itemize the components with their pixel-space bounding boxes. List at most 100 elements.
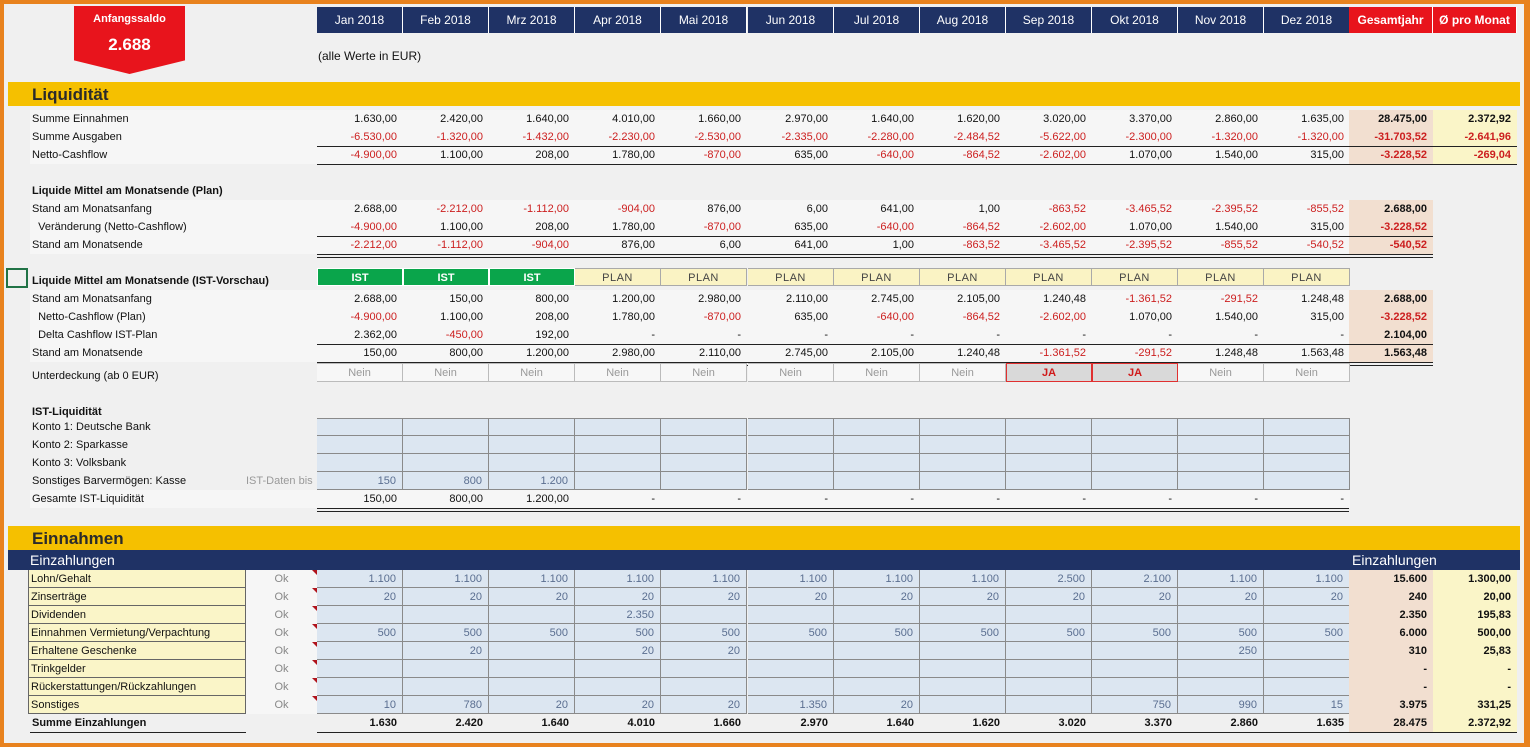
amount-input[interactable] xyxy=(834,678,920,696)
account-input[interactable] xyxy=(403,418,489,436)
amount-input[interactable] xyxy=(920,696,1006,714)
amount-input[interactable] xyxy=(489,678,575,696)
amount-input[interactable]: 1.350 xyxy=(748,696,834,714)
amount-input[interactable]: 1.100 xyxy=(1178,570,1264,588)
amount-input[interactable] xyxy=(1006,678,1092,696)
amount-input[interactable]: 1.100 xyxy=(575,570,661,588)
amount-input[interactable]: 20 xyxy=(661,588,747,606)
amount-input[interactable] xyxy=(920,642,1006,660)
account-input[interactable] xyxy=(1092,454,1178,472)
amount-input[interactable]: 2.100 xyxy=(1092,570,1178,588)
amount-input[interactable] xyxy=(489,606,575,624)
amount-input[interactable] xyxy=(403,660,489,678)
account-input[interactable] xyxy=(489,454,575,472)
account-input[interactable] xyxy=(317,454,403,472)
amount-input[interactable]: 1.100 xyxy=(403,570,489,588)
amount-input[interactable]: 1.100 xyxy=(317,570,403,588)
account-input[interactable] xyxy=(661,418,747,436)
account-input[interactable] xyxy=(575,436,661,454)
amount-input[interactable]: 20 xyxy=(1178,588,1264,606)
account-input[interactable] xyxy=(1264,436,1350,454)
account-input[interactable] xyxy=(1178,418,1264,436)
account-input[interactable] xyxy=(403,436,489,454)
amount-input[interactable]: 20 xyxy=(661,642,747,660)
amount-input[interactable]: 990 xyxy=(1178,696,1264,714)
amount-input[interactable] xyxy=(1178,660,1264,678)
amount-input[interactable]: 2.500 xyxy=(1006,570,1092,588)
account-input[interactable]: 800 xyxy=(403,472,489,490)
amount-input[interactable] xyxy=(317,660,403,678)
account-input[interactable] xyxy=(748,418,834,436)
amount-input[interactable] xyxy=(575,660,661,678)
amount-input[interactable]: 10 xyxy=(317,696,403,714)
amount-input[interactable]: 20 xyxy=(489,696,575,714)
amount-input[interactable]: 20 xyxy=(661,696,747,714)
amount-input[interactable] xyxy=(1092,660,1178,678)
account-input[interactable] xyxy=(1092,436,1178,454)
account-input[interactable] xyxy=(661,436,747,454)
amount-input[interactable] xyxy=(403,606,489,624)
account-input[interactable] xyxy=(1264,472,1350,490)
amount-input[interactable] xyxy=(834,660,920,678)
amount-input[interactable]: 500 xyxy=(1178,624,1264,642)
amount-input[interactable]: 1.100 xyxy=(661,570,747,588)
account-input[interactable] xyxy=(1006,418,1092,436)
amount-input[interactable]: 1.100 xyxy=(1264,570,1350,588)
amount-input[interactable] xyxy=(575,678,661,696)
account-input[interactable]: 150 xyxy=(317,472,403,490)
amount-input[interactable]: 1.100 xyxy=(748,570,834,588)
account-input[interactable] xyxy=(575,472,661,490)
amount-input[interactable]: 20 xyxy=(834,696,920,714)
account-input[interactable] xyxy=(1264,454,1350,472)
amount-input[interactable]: 500 xyxy=(920,624,1006,642)
amount-input[interactable] xyxy=(748,660,834,678)
amount-input[interactable]: 750 xyxy=(1092,696,1178,714)
amount-input[interactable]: 500 xyxy=(1264,624,1350,642)
amount-input[interactable] xyxy=(920,606,1006,624)
account-input[interactable] xyxy=(661,472,747,490)
amount-input[interactable]: 500 xyxy=(575,624,661,642)
amount-input[interactable] xyxy=(1092,678,1178,696)
account-input[interactable] xyxy=(1006,454,1092,472)
amount-input[interactable] xyxy=(317,642,403,660)
amount-input[interactable]: 780 xyxy=(403,696,489,714)
amount-input[interactable] xyxy=(1006,696,1092,714)
amount-input[interactable] xyxy=(748,606,834,624)
amount-input[interactable]: 20 xyxy=(920,588,1006,606)
amount-input[interactable] xyxy=(1264,678,1350,696)
account-input[interactable] xyxy=(1178,454,1264,472)
amount-input[interactable] xyxy=(834,606,920,624)
amount-input[interactable] xyxy=(834,642,920,660)
amount-input[interactable]: 20 xyxy=(575,642,661,660)
account-input[interactable] xyxy=(317,436,403,454)
account-input[interactable] xyxy=(489,418,575,436)
account-input[interactable] xyxy=(920,418,1006,436)
amount-input[interactable] xyxy=(317,606,403,624)
amount-input[interactable]: 15 xyxy=(1264,696,1350,714)
account-input[interactable] xyxy=(1006,472,1092,490)
amount-input[interactable]: 20 xyxy=(575,588,661,606)
amount-input[interactable]: 500 xyxy=(748,624,834,642)
amount-input[interactable] xyxy=(1006,660,1092,678)
amount-input[interactable] xyxy=(661,606,747,624)
amount-input[interactable] xyxy=(1006,642,1092,660)
account-input[interactable] xyxy=(920,436,1006,454)
amount-input[interactable]: 2.350 xyxy=(575,606,661,624)
amount-input[interactable] xyxy=(1178,606,1264,624)
amount-input[interactable]: 1.100 xyxy=(834,570,920,588)
account-input[interactable] xyxy=(1092,472,1178,490)
account-input[interactable] xyxy=(834,472,920,490)
amount-input[interactable] xyxy=(748,642,834,660)
amount-input[interactable]: 500 xyxy=(1092,624,1178,642)
amount-input[interactable]: 500 xyxy=(317,624,403,642)
account-input[interactable] xyxy=(489,436,575,454)
account-input[interactable] xyxy=(834,418,920,436)
amount-input[interactable]: 20 xyxy=(1006,588,1092,606)
account-input[interactable] xyxy=(920,472,1006,490)
amount-input[interactable] xyxy=(489,660,575,678)
account-input[interactable]: 1.200 xyxy=(489,472,575,490)
amount-input[interactable] xyxy=(920,678,1006,696)
account-input[interactable] xyxy=(1178,472,1264,490)
amount-input[interactable]: 20 xyxy=(317,588,403,606)
amount-input[interactable] xyxy=(1092,606,1178,624)
